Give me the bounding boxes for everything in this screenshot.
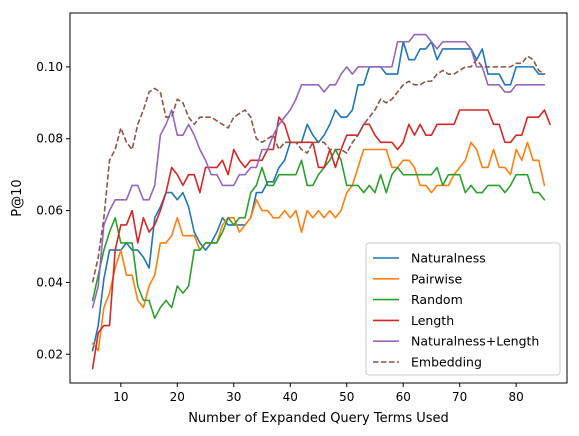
- legend-label-random: Random: [411, 292, 463, 307]
- y-axis-ticks: 0.02 0.04 0.06 0.08 0.10: [36, 60, 70, 361]
- x-tick-label: 60: [396, 390, 411, 404]
- x-tick-label: 50: [339, 390, 354, 404]
- x-tick-label: 10: [113, 390, 128, 404]
- series-line-naturalness-length: [91, 33, 546, 309]
- legend-label-embedding: Embedding: [411, 355, 482, 370]
- series-line-pairwise: [91, 141, 546, 352]
- series-line-length: [91, 109, 551, 370]
- y-tick-label: 0.04: [36, 275, 63, 289]
- legend-label-naturalness: Naturalness: [411, 251, 486, 266]
- x-tick-label: 80: [509, 390, 524, 404]
- y-axis-label: P@10: [10, 179, 25, 216]
- y-tick-label: 0.02: [36, 347, 63, 361]
- legend-label-length: Length: [411, 313, 454, 328]
- series-lines: [91, 33, 551, 370]
- chart-legend: Naturalness Pairwise Random Length Naturalne…: [365, 242, 561, 376]
- series-line-random: [91, 148, 546, 320]
- y-tick-label: 0.06: [36, 204, 63, 218]
- legend-box: [365, 242, 561, 376]
- x-axis-label: Number of Expanded Query Terms Used: [188, 411, 449, 426]
- x-tick-label: 30: [226, 390, 241, 404]
- series-line-embedding: [91, 55, 545, 283]
- x-axis-ticks: 10 20 30 40 50 60 70 80: [113, 383, 524, 404]
- x-tick-label: 70: [452, 390, 467, 404]
- y-tick-label: 0.08: [36, 132, 63, 146]
- x-tick-label: 20: [170, 390, 185, 404]
- y-tick-label: 0.10: [36, 60, 63, 74]
- legend-label-naturalness-length: Naturalness+Length: [411, 334, 539, 349]
- legend-label-pairwise: Pairwise: [411, 271, 462, 286]
- plot-frame: [69, 12, 568, 384]
- x-tick-label: 40: [283, 390, 298, 404]
